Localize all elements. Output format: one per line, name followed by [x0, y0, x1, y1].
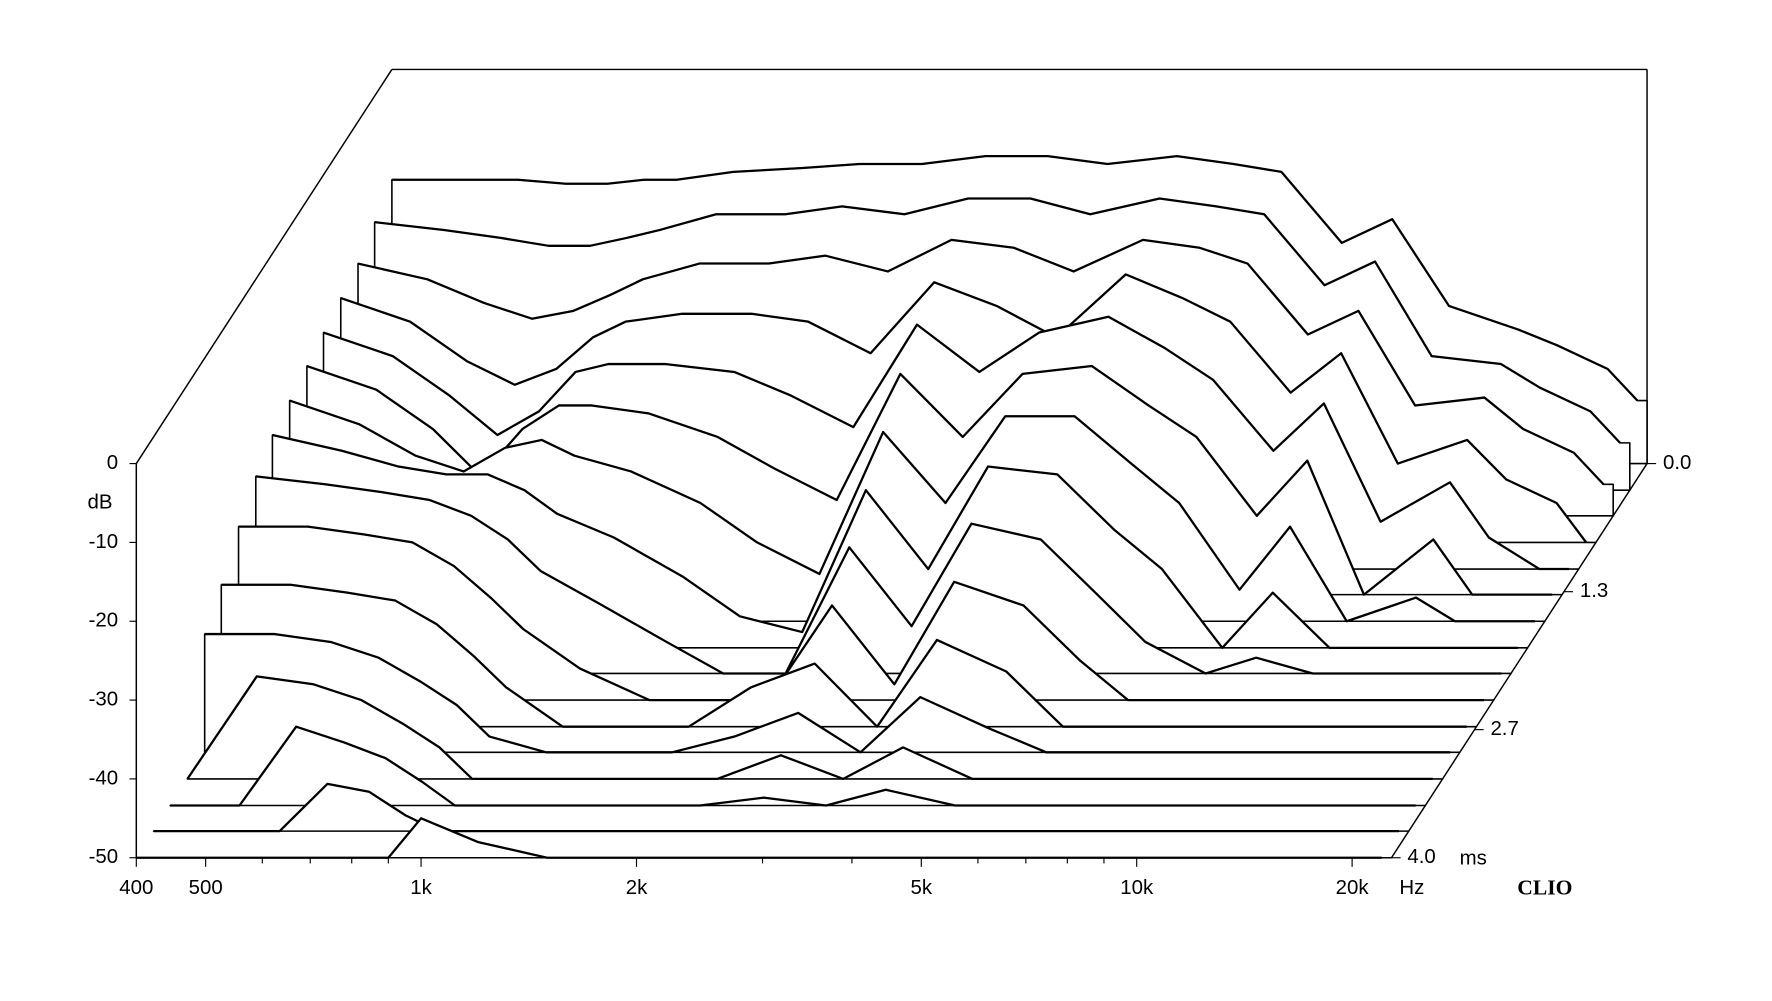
y-tick-label: -30: [89, 687, 119, 710]
y-tick-label: -50: [89, 845, 119, 868]
slice-line: [340, 273, 1588, 544]
slice-line: [153, 782, 1399, 833]
x-tick-label: 5k: [910, 876, 932, 899]
y-tick-label: -20: [89, 609, 119, 632]
y-tick-label: -40: [89, 766, 119, 789]
frame-line: [135, 69, 393, 464]
x-tick-label: 20k: [1336, 876, 1370, 899]
x-unit: Hz: [1399, 876, 1424, 899]
slice-line: [255, 475, 1502, 675]
slice-line: [170, 725, 1416, 807]
slice-line: [289, 399, 1536, 623]
x-tick-label: 500: [189, 876, 223, 899]
slice-line: [221, 583, 1467, 728]
slice-line: [204, 632, 1451, 754]
slice-line: [186, 675, 1433, 781]
z-tick-label: 0.0: [1663, 451, 1691, 474]
slice-line: [272, 433, 1518, 649]
slice-line: [323, 315, 1569, 571]
x-tick-label: 2k: [626, 876, 648, 899]
z-tick-label: 2.7: [1490, 717, 1518, 740]
slice-line: [136, 817, 1382, 859]
z-tick-label: 1.3: [1580, 579, 1608, 602]
y-tick-label: -10: [89, 530, 119, 553]
slice-line: [374, 197, 1621, 444]
frame-line: [1390, 463, 1648, 859]
z-tick-label: 4.0: [1407, 845, 1435, 868]
x-tick-label: 1k: [410, 876, 432, 899]
x-tick-label: 10k: [1120, 876, 1154, 899]
x-tick-label: 400: [119, 876, 153, 899]
brand-annotation: CLIO: [1517, 875, 1572, 899]
slice-line: [238, 525, 1484, 702]
y-tick-label: 0: [107, 451, 118, 474]
slice-line: [306, 364, 1553, 596]
slice-line: [357, 238, 1605, 486]
slice-line: [391, 155, 1639, 402]
z-unit: ms: [1460, 846, 1487, 869]
y-axis-label: dB: [87, 491, 112, 514]
